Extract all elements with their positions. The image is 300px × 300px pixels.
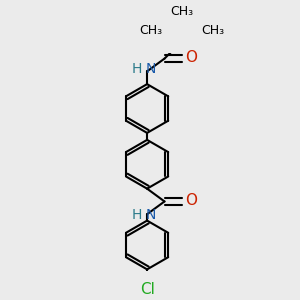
Text: CH₃: CH₃ (139, 24, 162, 37)
Text: Cl: Cl (140, 282, 154, 297)
Text: O: O (185, 50, 197, 65)
Text: N: N (146, 62, 156, 76)
Text: H: H (132, 62, 142, 76)
Text: N: N (146, 208, 156, 222)
Text: O: O (185, 194, 197, 208)
Text: CH₃: CH₃ (170, 5, 194, 18)
Text: CH₃: CH₃ (202, 24, 225, 37)
Text: H: H (132, 208, 142, 222)
